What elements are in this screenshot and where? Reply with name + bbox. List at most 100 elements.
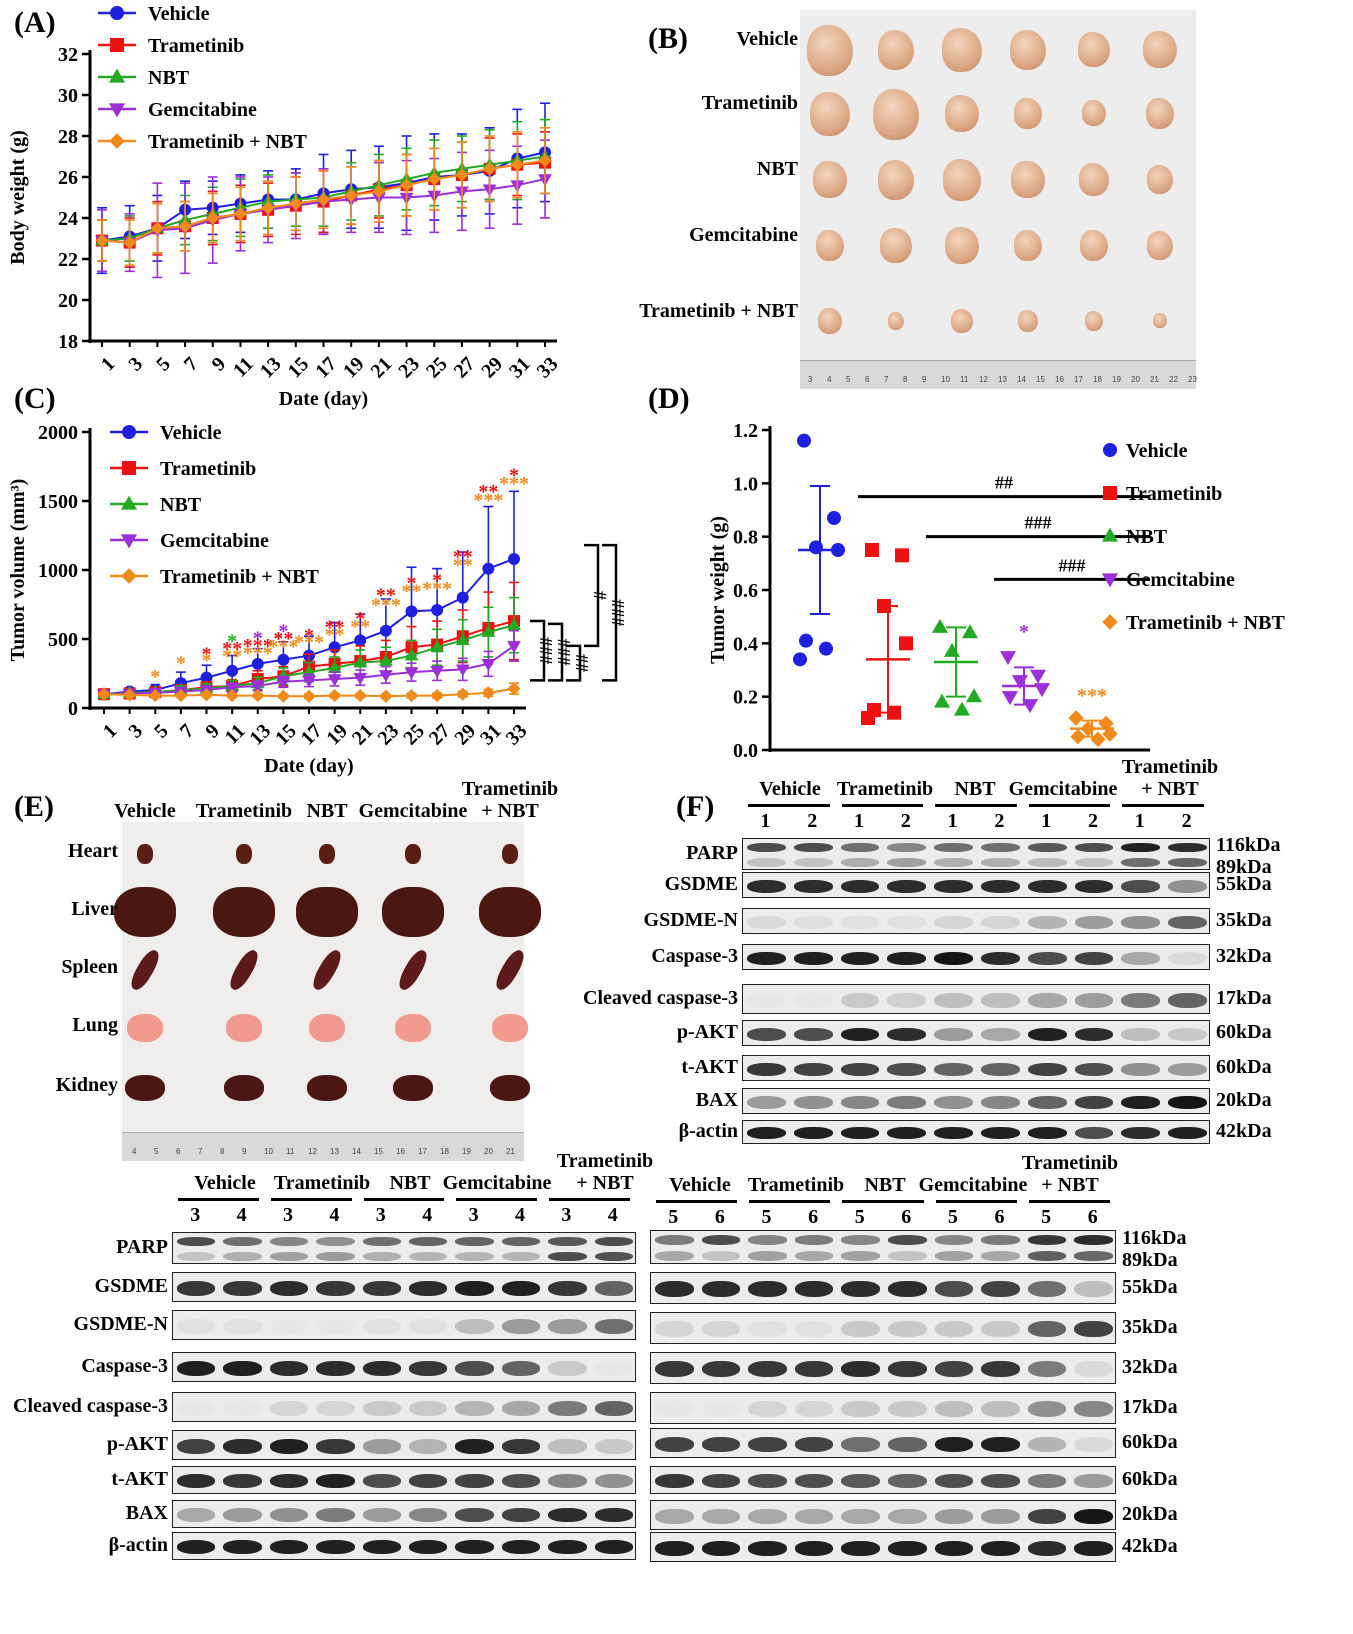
x-tick-label: 7 (180, 353, 203, 376)
lane-number: 6 (994, 1206, 1005, 1228)
blot-band (455, 1438, 494, 1454)
blot-band (501, 1400, 541, 1416)
data-point (508, 552, 520, 565)
group-underline (178, 1198, 259, 1201)
blot-band (887, 858, 927, 868)
kda-label: 55kDa (1216, 873, 1272, 895)
group-underline (1028, 1200, 1110, 1203)
legend-entry: Gemcitabine (148, 99, 257, 121)
x-tick-label: 23 (394, 353, 424, 383)
data-point (178, 219, 192, 233)
tumor-specimen (880, 228, 912, 264)
kda-label: 20kDa (1122, 1503, 1178, 1525)
legend-marker (110, 6, 124, 20)
blot-band (888, 1321, 927, 1337)
blot-band (548, 1280, 587, 1296)
blot-band (269, 1438, 309, 1454)
blot-band (1027, 1401, 1067, 1417)
data-point (404, 667, 419, 680)
organ-specimen (125, 1075, 165, 1101)
bracket-label: ### (608, 599, 628, 626)
organ-column-label: Vehicle (114, 800, 176, 822)
lane-number: 4 (607, 1204, 618, 1226)
blot-group-label: Trametinib (1121, 756, 1219, 778)
blot-band (840, 1062, 880, 1076)
ruler-tick: 21 (1150, 375, 1159, 384)
blot-band (548, 1400, 587, 1416)
blot-band (888, 1474, 927, 1488)
x-tick-label: 33 (502, 720, 532, 750)
blot-band (548, 1318, 587, 1334)
data-point (455, 664, 470, 677)
data-point (887, 705, 901, 720)
tumor-specimen (1079, 163, 1109, 196)
data-point (510, 158, 524, 172)
y-tick-label: 500 (48, 629, 78, 651)
ruler-tick: 7 (884, 375, 889, 384)
legend-marker (108, 103, 126, 118)
blot-row-label: GSDME (94, 1275, 168, 1297)
tumor-specimen (951, 309, 973, 334)
blot-band (981, 858, 1020, 868)
y-tick-label: 0.8 (733, 527, 758, 549)
blot-band (981, 992, 1020, 1008)
blot-row-actin (742, 1120, 1210, 1144)
tumor-row-label: NBT (756, 158, 798, 180)
blot-row-label: BAX (125, 1502, 168, 1524)
lane-number: 5 (668, 1206, 679, 1228)
significance-star: ** (325, 616, 345, 638)
legend-entry: Trametinib (148, 35, 244, 57)
kda-label: 55kDa (1122, 1276, 1178, 1298)
blot-band (888, 1251, 927, 1261)
blot-band (177, 1360, 216, 1376)
lane-number: 1 (854, 810, 864, 832)
ruler-tick: 20 (1131, 375, 1140, 384)
legend-marker (120, 534, 138, 549)
x-tick-label: 21 (367, 353, 397, 383)
blot-band (1121, 1095, 1161, 1109)
data-point (827, 511, 841, 525)
blot-band (748, 1321, 787, 1337)
blot-band (793, 915, 833, 929)
panel-label-f: (F) (676, 790, 715, 823)
blot-band (269, 1236, 309, 1246)
ruler-tick: 3 (808, 375, 813, 384)
blot-band (595, 1361, 633, 1376)
blot-band (1027, 1027, 1067, 1041)
blot-band (501, 1280, 541, 1296)
blot-band (501, 1438, 541, 1454)
blot-band (934, 1474, 974, 1488)
blot-band (794, 1401, 834, 1417)
data-point (378, 670, 393, 683)
x-tick-label: 5 (152, 353, 175, 376)
blot-group-label: NBT (954, 778, 996, 800)
blot-band (1027, 1508, 1067, 1524)
tumor-specimen (945, 95, 979, 133)
data-point (302, 675, 316, 688)
y-tick-label: 0.4 (733, 633, 758, 655)
blot-band (1027, 951, 1067, 965)
blot-band (1168, 951, 1207, 965)
lane-number: 3 (468, 1204, 479, 1226)
blot-row-label: β-actin (678, 1120, 738, 1142)
blot-row-label: Cleaved caspase-3 (13, 1395, 168, 1417)
data-point (933, 693, 951, 708)
data-point (289, 197, 303, 211)
bracket-line (530, 619, 546, 682)
blot-band (1168, 992, 1207, 1008)
y-tick-label: 1.2 (733, 420, 758, 442)
blot-band (455, 1540, 494, 1554)
y-tick-label: 0.6 (733, 580, 758, 602)
blot-band (1027, 842, 1067, 852)
blot-band (887, 1062, 927, 1076)
data-point (379, 624, 392, 637)
blot-band (316, 1540, 355, 1554)
blot-band (887, 1027, 927, 1041)
group-underline (270, 1198, 352, 1201)
data-point (226, 664, 239, 677)
data-point (150, 221, 164, 235)
group-underline (363, 1198, 445, 1201)
comparison-label: ### (1025, 513, 1052, 533)
blot-row-label: BAX (695, 1089, 738, 1111)
